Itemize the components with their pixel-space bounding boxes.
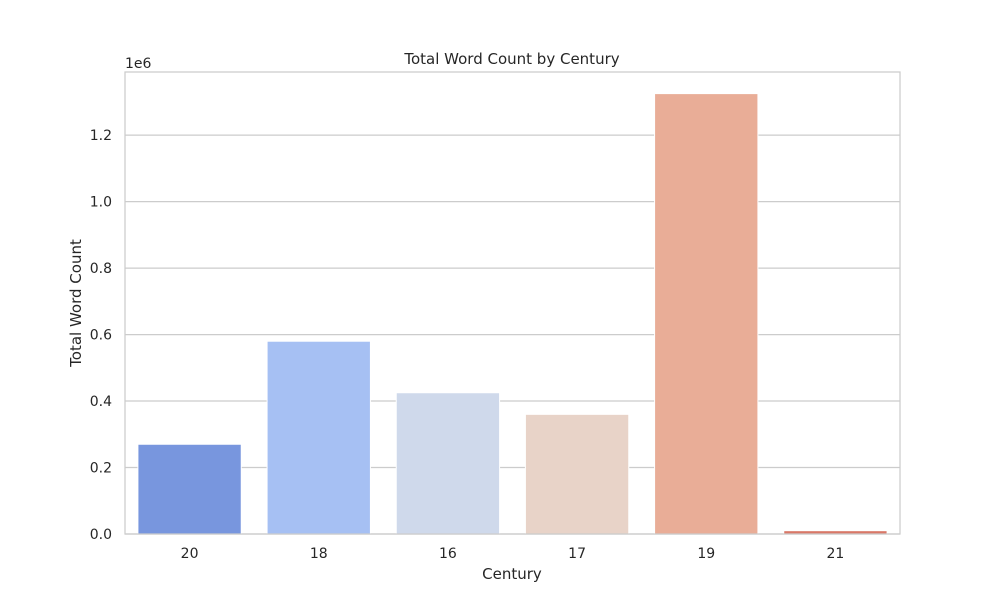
x-tick-labels: 20 18 16 17 19 21 [181, 546, 845, 562]
y-tick-label: 0.0 [90, 527, 112, 543]
y-grid [125, 134, 900, 535]
plot-frame [124, 71, 901, 535]
y-axis-multiplier: 1e6 [125, 56, 152, 72]
x-tick-label: 16 [439, 546, 457, 562]
x-tick-label: 17 [568, 546, 586, 562]
bar-17 [524, 413, 630, 535]
x-tick-label: 20 [181, 546, 199, 562]
x-axis-title: Century [482, 565, 542, 583]
chart-title: Total Word Count by Century [403, 50, 619, 68]
bar-16 [395, 392, 501, 535]
y-tick-label: 0.4 [90, 394, 112, 410]
bar-18 [266, 340, 371, 535]
y-tick-label: 0.2 [90, 461, 112, 477]
y-tick-label: 1.0 [90, 195, 112, 211]
y-axis-title: Total Word Count [67, 239, 85, 368]
y-tick-labels: 0.0 0.2 0.4 0.6 0.8 1.0 1.2 [90, 128, 112, 543]
bars [137, 93, 888, 535]
y-tick-label: 0.8 [90, 261, 112, 277]
bar-20 [137, 443, 242, 535]
x-tick-label: 19 [697, 546, 715, 562]
y-tick-label: 1.2 [90, 128, 112, 144]
x-tick-label: 21 [827, 546, 845, 562]
x-tick-label: 18 [310, 546, 328, 562]
bar-19 [654, 93, 759, 535]
y-tick-label: 0.6 [90, 328, 112, 344]
